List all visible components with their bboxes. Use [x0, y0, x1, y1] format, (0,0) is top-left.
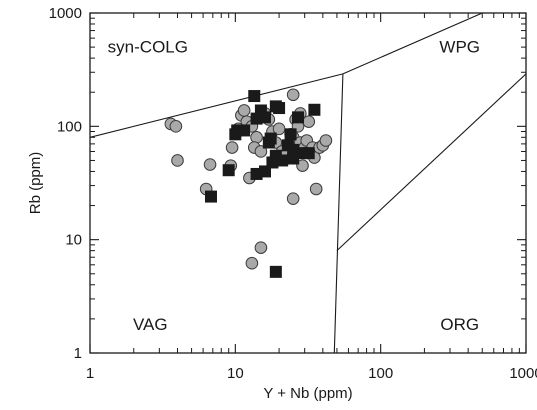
syn-colg-vag-boundary	[90, 73, 344, 138]
x-tick-label: 1	[86, 365, 94, 382]
plot-frame	[89, 12, 527, 354]
data-point-square	[204, 190, 217, 203]
x-axis-title: Y + Nb (ppm)	[263, 385, 352, 402]
region-labels: syn-COLG WPG VAG ORG	[108, 37, 480, 334]
data-point-square	[264, 132, 277, 145]
data-point-circle	[286, 88, 300, 102]
region-label-syn-colg: syn-COLG	[108, 37, 188, 56]
y-tick-label: 10	[65, 232, 82, 249]
syn-colg-wpg-boundary	[342, 13, 483, 75]
data-point-circle	[254, 145, 268, 158]
data-point-square	[292, 111, 305, 124]
data-point-square	[308, 103, 321, 116]
data-point-circle	[296, 159, 309, 172]
data-point-circle	[169, 120, 183, 133]
data-point-square	[238, 124, 251, 137]
y-tick-label: 100	[57, 118, 82, 135]
data-point-square	[222, 164, 235, 177]
y-tick-label: 1000	[49, 5, 82, 22]
wpg-org-boundary	[336, 73, 526, 252]
y-axis-title: Rb (ppm)	[27, 152, 44, 215]
axes: 1 10 100 1000 1 10 100 1000	[49, 5, 537, 382]
data-point-square	[273, 102, 286, 115]
region-label-wpg: WPG	[439, 37, 480, 56]
data-point-circle	[302, 115, 316, 128]
x-tick-label: 1000	[509, 365, 537, 382]
data-point-circle	[286, 192, 300, 205]
data-point-circle	[171, 154, 184, 167]
data-point-square	[258, 111, 271, 124]
x-tick-label: 100	[368, 365, 393, 382]
data-point-circle	[319, 134, 333, 147]
data-point-circle	[237, 104, 251, 117]
data-point-square	[248, 90, 261, 103]
data-point-circle	[245, 256, 259, 270]
data-point-square	[284, 128, 297, 141]
region-label-vag: VAG	[133, 315, 168, 334]
boundary-lines	[90, 13, 526, 353]
data-point-circle	[203, 158, 217, 171]
data-point-circle	[250, 131, 263, 144]
data-point-square	[302, 147, 315, 160]
data-point-circle	[254, 241, 268, 254]
x-tick-label: 10	[227, 365, 244, 382]
data-point-circle	[225, 141, 239, 154]
vag-wpg-boundary	[333, 73, 344, 353]
data-point-square	[269, 265, 282, 278]
data-point-circle	[309, 182, 323, 196]
region-label-org: ORG	[440, 315, 479, 334]
data-point-square	[276, 154, 289, 167]
data-points	[164, 88, 333, 278]
data-point-square	[258, 165, 271, 178]
y-tick-label: 1	[74, 345, 82, 362]
